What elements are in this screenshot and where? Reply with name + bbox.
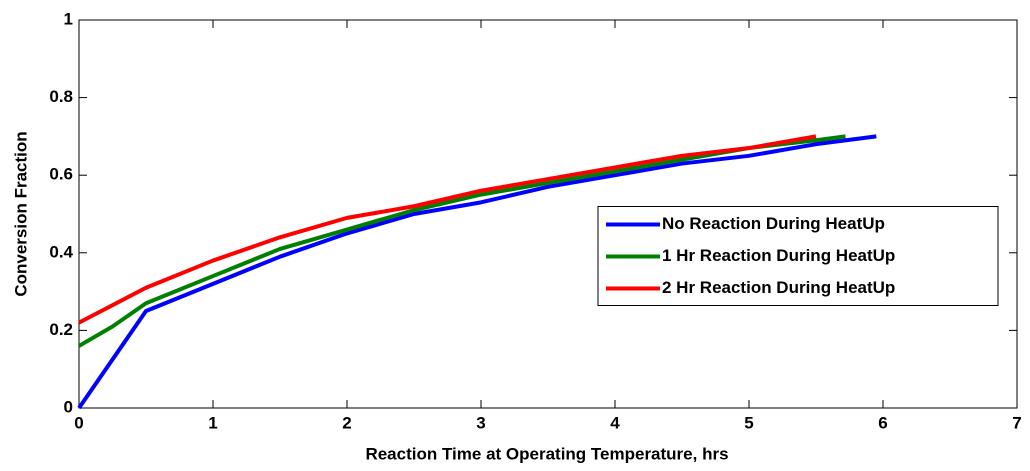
y-tick-label: 0.4 bbox=[49, 242, 73, 261]
y-tick-label: 0 bbox=[64, 397, 73, 416]
legend-box bbox=[597, 206, 999, 306]
line-series bbox=[78, 134, 817, 325]
x-tick-label: 4 bbox=[610, 413, 620, 432]
legend-label: 1 Hr Reaction During HeatUp bbox=[662, 246, 895, 265]
y-tick-label: 0.2 bbox=[49, 320, 73, 339]
x-tick-label: 3 bbox=[476, 413, 485, 432]
x-axis-label: Reaction Time at Operating Temperature, … bbox=[365, 444, 728, 463]
x-tick-label: 1 bbox=[208, 413, 217, 432]
legend-label: No Reaction During HeatUp bbox=[662, 214, 885, 233]
y-tick-label: 0.6 bbox=[49, 165, 73, 184]
y-tick-label: 1 bbox=[64, 9, 73, 28]
x-tick-label: 2 bbox=[342, 413, 351, 432]
y-axis-label: Conversion Fraction bbox=[11, 131, 30, 296]
line-series bbox=[77, 134, 877, 410]
x-tick-label: 6 bbox=[878, 413, 887, 432]
x-tick-label: 0 bbox=[74, 413, 83, 432]
x-tick-label: 5 bbox=[744, 413, 753, 432]
legend-label: 2 Hr Reaction During HeatUp bbox=[662, 278, 895, 297]
x-tick-label: 7 bbox=[1012, 413, 1021, 432]
y-tick-label: 0.8 bbox=[49, 87, 73, 106]
